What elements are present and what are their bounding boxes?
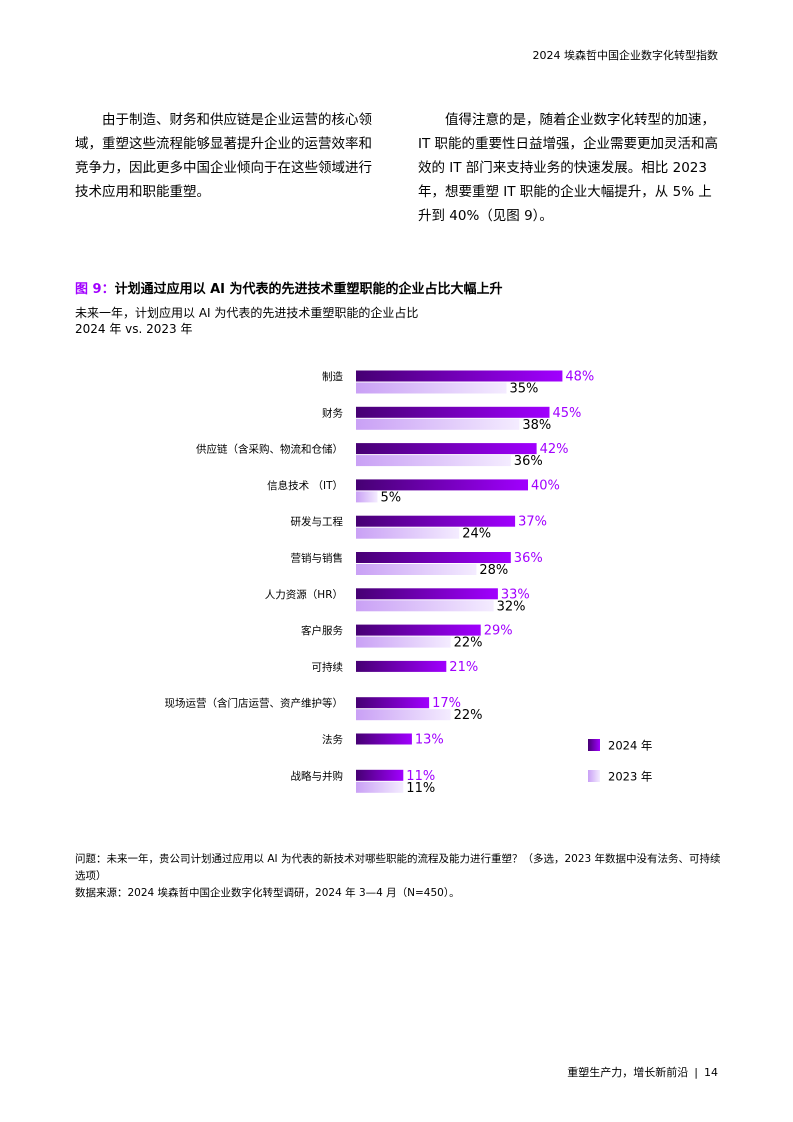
bar (356, 418, 520, 430)
bar (356, 769, 404, 781)
data-label: 17% (432, 696, 461, 711)
note: 数据来源：2024 埃森哲中国企业数字化转型调研，2024 年 3—4 月（N=… (75, 887, 460, 899)
bar (356, 564, 477, 575)
data-label: 48% (565, 370, 594, 385)
paragraph: 由于制造、财务和供应链是企业运营的核心领域，重塑这些流程能够显著提升企业的运营效… (75, 112, 372, 200)
figure-number: 图 9： (75, 282, 115, 297)
data-label: 33% (501, 587, 530, 602)
page-number: 14 (704, 1066, 718, 1079)
chart-subtitle: 2024 年 vs. 2023 年 (75, 322, 193, 336)
paragraph: 值得注意的是，随着企业数字化转型的加速，IT 职能的重要性日益增强，企业需要更加… (418, 112, 719, 224)
data-label: 13% (415, 733, 444, 748)
bar (356, 660, 447, 672)
y-tick-label: 信息技术 （IT） (267, 479, 343, 492)
y-tick-label: 财务 (322, 406, 343, 419)
bar (356, 697, 430, 709)
data-label: 5% (381, 490, 402, 505)
bar (356, 552, 511, 563)
bar (356, 455, 511, 467)
bar (356, 491, 378, 503)
data-label: 36% (514, 454, 543, 469)
chart-subtitle: 未来一年，计划应用以 AI 为代表的先进技术重塑职能的企业占比 (75, 306, 419, 320)
bar (356, 636, 451, 648)
bar (356, 588, 498, 600)
legend-label: 2024 年 (608, 739, 652, 753)
data-label: 24% (462, 527, 491, 542)
y-tick-label: 研发与工程 (291, 515, 344, 528)
bar (356, 527, 460, 539)
chart: 制造 48%35%财务 45%38%供应链（含采购、物流和仓储） 42%36%信息技术… (165, 370, 653, 796)
y-tick-label: 人力资源（HR） (265, 588, 343, 601)
y-tick-label: 制造 (322, 370, 343, 383)
y-tick-label: 客户服务 (301, 624, 343, 637)
bar (356, 370, 563, 382)
data-label: 11% (406, 769, 435, 784)
data-label: 32% (497, 599, 526, 614)
bar (356, 600, 494, 612)
footer-text: 重塑生产力，增长新前沿 (567, 1066, 689, 1079)
bar (356, 624, 481, 636)
y-tick-label: 现场运营（含门店运营、资产维护等） (165, 697, 344, 710)
legend-swatch (588, 739, 600, 751)
bar (356, 479, 528, 491)
bar (356, 406, 550, 418)
data-label: 38% (522, 418, 551, 433)
chart-title: 计划通过应用以 AI 为代表的先进技术重塑职能的企业占比大幅上升 (114, 282, 503, 297)
data-label: 37% (518, 515, 547, 530)
legend-swatch (588, 770, 600, 782)
data-label: 29% (484, 624, 513, 639)
bar (356, 733, 412, 745)
legend-label: 2023 年 (608, 770, 652, 784)
y-tick-label: 供应链（含采购、物流和仓储） (196, 443, 343, 456)
note: 问题：未来一年，贵公司计划通过应用以 AI 为代表的新技术对哪些职能的流程及能力… (75, 853, 721, 882)
data-label: 28% (479, 563, 508, 578)
data-label: 22% (454, 708, 483, 723)
data-label: 36% (514, 551, 543, 566)
bar (356, 781, 404, 793)
y-tick-label: 战略与并购 (291, 769, 344, 782)
data-label: 11% (406, 781, 435, 796)
running-header: 2024 埃森哲中国企业数字化转型指数 (532, 49, 719, 62)
y-tick-label: 法务 (322, 733, 343, 746)
y-tick-label: 可持续 (312, 660, 344, 673)
bar (356, 515, 516, 527)
data-label: 45% (553, 406, 582, 421)
separator: | (694, 1066, 698, 1079)
bar (356, 382, 507, 394)
data-label: 21% (449, 660, 478, 675)
data-label: 40% (531, 478, 560, 493)
data-label: 42% (540, 442, 569, 457)
bar (356, 443, 537, 455)
bar (356, 709, 451, 721)
data-label: 22% (454, 636, 483, 651)
y-tick-label: 营销与销售 (291, 552, 344, 565)
footer: 重塑生产力，增长新前沿 | 14 (567, 1064, 718, 1080)
figure-title: 图 9：计划通过应用以 AI 为代表的先进技术重塑职能的企业占比大幅上升 (75, 278, 503, 297)
data-label: 35% (510, 382, 539, 397)
